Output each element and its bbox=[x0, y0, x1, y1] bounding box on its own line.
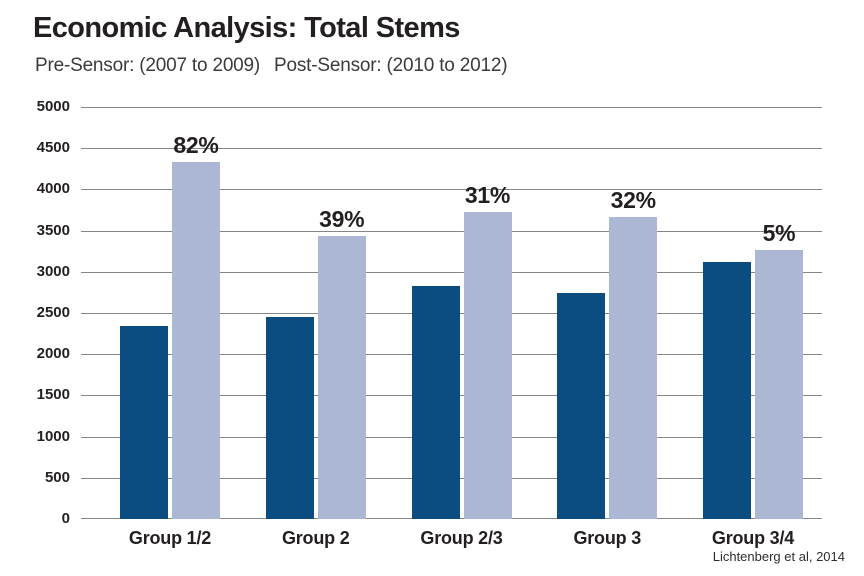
x-axis: Group 1/2 Group 2 Group 2/3 Group 3 Group 3/… bbox=[81, 528, 822, 554]
gridline-3500 bbox=[81, 230, 822, 232]
chart-subtitle: Pre-Sensor: (2007 to 2009) Post-Sensor: (… bbox=[35, 55, 508, 77]
pre-sensor-bar bbox=[265, 317, 314, 519]
x-category-label: Group 3 bbox=[573, 528, 642, 548]
post-sensor-bar bbox=[755, 250, 803, 519]
post-sensor-bar bbox=[463, 212, 512, 519]
post-sensor-bar bbox=[609, 217, 658, 519]
percent-change-label: 5% bbox=[762, 220, 796, 247]
x-category-label: Group 2/3 bbox=[420, 528, 503, 548]
pre-sensor-bar bbox=[557, 293, 606, 519]
percent-change-label: 32% bbox=[610, 187, 656, 214]
post-sensor-bar bbox=[172, 162, 220, 519]
pre-sensor-period-label: Pre-Sensor: (2007 to 2009) bbox=[35, 55, 261, 76]
x-category-label: Group 1/2 bbox=[128, 528, 212, 548]
post-sensor-bar bbox=[317, 236, 366, 519]
y-tick-label-4000: 4000 bbox=[36, 180, 70, 198]
y-tick-label-1500: 1500 bbox=[36, 386, 70, 404]
post-sensor-period-label: Post-Sensor: (2010 to 2012) bbox=[274, 55, 508, 76]
y-tick-label-500: 500 bbox=[44, 468, 70, 486]
gridline-4000 bbox=[81, 189, 822, 191]
pre-sensor-bar bbox=[703, 261, 751, 519]
bar-chart: 0 500 1000 1500 2000 2500 3000 3500 4000 4500 5000… bbox=[0, 98, 864, 548]
y-tick-label-3000: 3000 bbox=[36, 262, 70, 280]
y-tick-label-3500: 3500 bbox=[36, 221, 70, 239]
percent-change-label: 31% bbox=[464, 182, 511, 209]
y-tick-label-4500: 4500 bbox=[36, 139, 70, 157]
chart-title: Economic Analysis: Total Stems bbox=[33, 12, 460, 44]
gridline-4500 bbox=[81, 148, 822, 150]
y-axis: 0 500 1000 1500 2000 2500 3000 3500 4000 4500 5000 bbox=[8, 98, 70, 527]
y-tick-label-0: 0 bbox=[61, 510, 70, 527]
y-tick-label-2000: 2000 bbox=[36, 345, 70, 363]
gridline-3000 bbox=[81, 271, 822, 273]
y-tick-label-2500: 2500 bbox=[36, 304, 70, 321]
y-tick-label-5000: 5000 bbox=[36, 98, 70, 115]
x-category-label: Group 2 bbox=[281, 528, 350, 548]
attribution: Lichtenberg et al, 2014 bbox=[712, 549, 845, 564]
y-tick-label-1000: 1000 bbox=[36, 427, 70, 445]
percent-change-label: 39% bbox=[319, 206, 365, 233]
pre-sensor-bar bbox=[411, 285, 460, 519]
percent-change-label: 82% bbox=[173, 132, 219, 159]
gridline-5000 bbox=[81, 107, 822, 108]
pre-sensor-bar bbox=[120, 326, 168, 519]
plot-area: 82% 39% 31% 32% 5% bbox=[81, 107, 822, 519]
x-category-label: Group 3/4 bbox=[711, 528, 795, 548]
